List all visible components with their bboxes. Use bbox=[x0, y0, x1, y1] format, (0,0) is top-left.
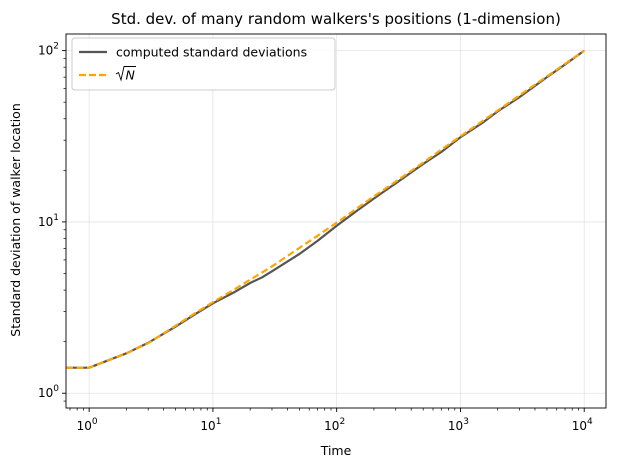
x-tick-label: 103 bbox=[448, 417, 469, 433]
x-tick-label: 104 bbox=[572, 417, 593, 433]
y-tick-label: 101 bbox=[38, 213, 59, 229]
x-axis-label: Time bbox=[320, 443, 352, 458]
series-line-sqrt bbox=[66, 49, 585, 369]
series-layer bbox=[66, 49, 585, 369]
y-axis-label: Standard deviation of walker location bbox=[8, 103, 23, 336]
y-tick-label: 100 bbox=[38, 384, 59, 400]
x-tick-label: 101 bbox=[200, 417, 221, 433]
x-tick-label: 102 bbox=[324, 417, 345, 433]
legend-label-sqrt-base: N bbox=[126, 68, 136, 83]
legend-box bbox=[71, 37, 336, 91]
ticks: 100 101 102 103 104 100 101 102 bbox=[38, 42, 593, 433]
axes bbox=[65, 33, 607, 409]
series-line-computed bbox=[66, 49, 585, 369]
chart-title: Std. dev. of many random walkers's posit… bbox=[111, 10, 561, 28]
legend: computed standard deviations N bbox=[71, 37, 336, 91]
x-tick-label: 100 bbox=[77, 417, 98, 433]
legend-label-sqrt: N bbox=[115, 66, 136, 83]
y-tick-label: 102 bbox=[38, 42, 59, 58]
sqrt-radical-icon bbox=[115, 66, 136, 82]
plot-frame bbox=[65, 33, 607, 409]
legend-label-computed: computed standard deviations bbox=[116, 45, 307, 60]
